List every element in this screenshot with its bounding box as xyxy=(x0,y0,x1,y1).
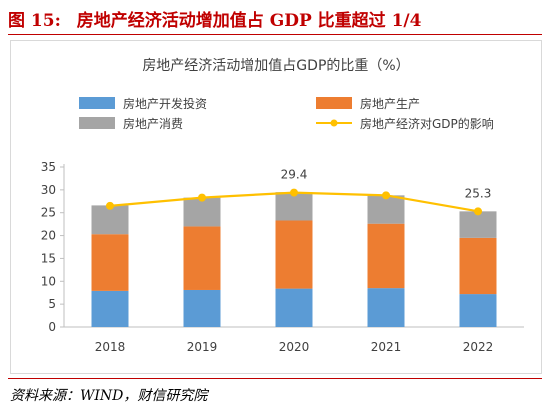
bar-segment-2 xyxy=(459,237,497,295)
chart-frame: 房地产经济活动增加值占GDP的比重（%） 房地产开发投资 房地产生产房地产消费 房地产… xyxy=(10,40,542,374)
y-tick-label: 10 xyxy=(41,274,56,288)
impact-point xyxy=(198,193,206,202)
bar-segment-2 xyxy=(275,220,313,289)
y-tick-label: 20 xyxy=(41,229,56,243)
bar-segment-3 xyxy=(91,205,129,235)
bar-segment-2 xyxy=(183,226,221,290)
y-tick-label: 25 xyxy=(41,206,56,220)
bar-segment-1 xyxy=(367,288,405,327)
bar-segment-1 xyxy=(459,294,497,327)
legend-swatch xyxy=(79,117,115,129)
bar-segment-3 xyxy=(367,195,405,224)
bar-segment-3 xyxy=(459,211,497,238)
impact-point xyxy=(382,191,390,200)
y-tick-label: 15 xyxy=(41,251,56,265)
bar-segment-1 xyxy=(91,290,129,327)
x-tick-label: 2019 xyxy=(187,340,218,354)
bar-segment-2 xyxy=(91,234,129,291)
impact-point xyxy=(290,188,298,197)
x-tick-label: 2018 xyxy=(95,340,126,354)
bar-segment-1 xyxy=(183,289,221,327)
header-rule xyxy=(8,34,542,35)
legend-swatch xyxy=(316,97,352,109)
source-note: 资料来源：WIND，财信研究院 xyxy=(10,388,208,404)
impact-point xyxy=(474,207,482,216)
y-tick-label: 5 xyxy=(48,297,56,311)
y-tick-label: 0 xyxy=(48,320,56,334)
legend-label: 房地产消费 xyxy=(123,116,183,131)
bar-segment-2 xyxy=(367,223,405,289)
source-rule xyxy=(8,378,542,379)
legend-marker-swatch xyxy=(330,119,338,127)
impact-point xyxy=(106,201,114,210)
legend-label: 房地产开发投资 xyxy=(123,96,207,111)
figure-number: 图 15: xyxy=(8,11,61,31)
legend-label: 房地产生产 xyxy=(360,96,420,111)
x-tick-label: 2020 xyxy=(279,340,310,354)
bar-segment-3 xyxy=(183,197,221,227)
data-label: 29.4 xyxy=(281,168,308,182)
legend-label: 房地产经济对GDP的影响 xyxy=(360,116,494,131)
y-tick-label: 35 xyxy=(41,160,56,174)
bar-segment-1 xyxy=(275,288,313,327)
x-tick-label: 2022 xyxy=(463,340,494,354)
bar-segment-3 xyxy=(275,192,313,221)
figure-header: 图 15: 房地产经济活动增加值占 GDP 比重超过 1/4 xyxy=(8,6,421,31)
data-label: 25.3 xyxy=(465,186,492,200)
x-tick-label: 2021 xyxy=(371,340,402,354)
legend-swatch xyxy=(79,97,115,109)
chart-title: 房地产经济活动增加值占GDP的比重（%） xyxy=(142,58,409,74)
figure-title: 房地产经济活动增加值占 GDP 比重超过 1/4 xyxy=(76,11,422,31)
y-tick-label: 30 xyxy=(41,183,56,197)
